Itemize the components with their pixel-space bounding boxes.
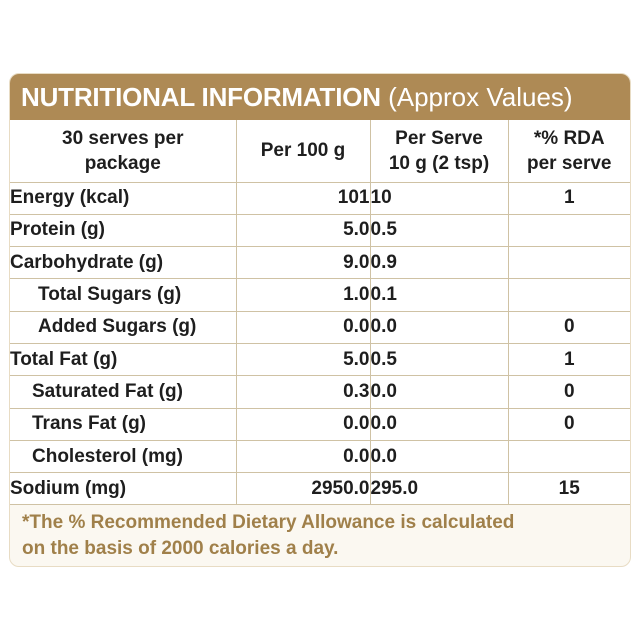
row-perserve: 0.0: [369, 310, 509, 344]
row-label: Protein (g): [10, 213, 237, 248]
row-perserve: 0.0: [369, 407, 509, 441]
header-rda-line2: per serve: [526, 152, 612, 174]
footnote-line1: *The % Recommended Dietary Allowance is …: [22, 512, 515, 533]
row-rda: 15: [507, 472, 630, 506]
row-per100: 5.0: [235, 213, 371, 248]
row-per100: 2950.0: [235, 472, 371, 506]
row-per100: 0.0: [235, 439, 371, 474]
row-perserve: 0.9: [369, 246, 509, 280]
row-per100: 1.0: [235, 278, 371, 312]
table-row: Saturated Fat (g) 0.3 0.0 0: [10, 375, 630, 409]
row-per100: 0.0: [235, 407, 371, 441]
row-per100: 0.3: [235, 375, 371, 409]
row-label: Added Sugars (g): [10, 310, 237, 344]
row-label: Carbohydrate (g): [10, 246, 237, 280]
row-rda: [507, 213, 630, 248]
row-rda: 1: [507, 342, 630, 377]
row-label: Trans Fat (g): [10, 407, 237, 441]
row-rda: 0: [507, 407, 630, 441]
row-label: Cholesterol (mg): [10, 439, 237, 474]
row-rda: [507, 246, 630, 280]
row-perserve: 295.0: [369, 472, 509, 506]
header-per100: Per 100 g: [235, 120, 371, 183]
table-row: Trans Fat (g) 0.0 0.0 0: [10, 407, 630, 441]
header-rda: *% RDA per serve: [507, 120, 630, 183]
title-main: NUTRITIONAL INFORMATION: [21, 82, 381, 112]
row-perserve: 0.1: [369, 278, 509, 312]
row-per100: 101: [235, 181, 371, 215]
header-serves: 30 serves per package: [10, 120, 237, 183]
table-row: Energy (kcal) 101 10 1: [10, 181, 630, 215]
row-label: Total Sugars (g): [10, 278, 237, 312]
table-row: Sodium (mg) 2950.0 295.0 15: [10, 472, 630, 506]
row-per100: 0.0: [235, 310, 371, 344]
row-perserve: 10: [369, 181, 509, 215]
footnote-line2: on the basis of 2000 calories a day.: [22, 538, 339, 559]
row-perserve: 0.0: [369, 439, 509, 474]
table-row: Added Sugars (g) 0.0 0.0 0: [10, 310, 630, 344]
row-rda: 1: [507, 181, 630, 215]
title-sub: (Approx Values): [388, 82, 573, 112]
row-label: Energy (kcal): [10, 181, 237, 215]
title-bar: NUTRITIONAL INFORMATION (Approx Values): [10, 74, 630, 120]
table-row: Cholesterol (mg) 0.0 0.0: [10, 439, 630, 474]
header-row: 30 serves per package Per 100 g Per Serv…: [10, 120, 630, 183]
row-perserve: 0.0: [369, 375, 509, 409]
nutrition-panel: NUTRITIONAL INFORMATION (Approx Values) …: [9, 73, 631, 567]
row-label: Total Fat (g): [10, 342, 237, 377]
header-rda-line1: *% RDA: [533, 127, 605, 149]
row-per100: 9.0: [235, 246, 371, 280]
footnote: *The % Recommended Dietary Allowance is …: [22, 510, 622, 562]
row-perserve: 0.5: [369, 342, 509, 377]
table-row: Protein (g) 5.0 0.5: [10, 213, 630, 248]
table-row: Total Sugars (g) 1.0 0.1: [10, 278, 630, 312]
row-rda: 0: [507, 375, 630, 409]
nutrition-table: 30 serves per package Per 100 g Per Serv…: [10, 120, 630, 506]
row-label: Saturated Fat (g): [10, 375, 237, 409]
header-perserve: Per Serve 10 g (2 tsp): [369, 120, 509, 183]
row-rda: 0: [507, 310, 630, 344]
table-row: Carbohydrate (g) 9.0 0.9: [10, 246, 630, 280]
header-perserve-line1: Per Serve: [395, 127, 483, 149]
row-label: Sodium (mg): [10, 472, 237, 506]
row-rda: [507, 439, 630, 474]
row-per100: 5.0: [235, 342, 371, 377]
table-row: Total Fat (g) 5.0 0.5 1: [10, 342, 630, 377]
row-perserve: 0.5: [369, 213, 509, 248]
row-rda: [507, 278, 630, 312]
header-serves-line1: 30 serves per: [62, 127, 184, 149]
header-perserve-line2: 10 g (2 tsp): [388, 152, 490, 174]
header-serves-line2: package: [84, 152, 161, 174]
